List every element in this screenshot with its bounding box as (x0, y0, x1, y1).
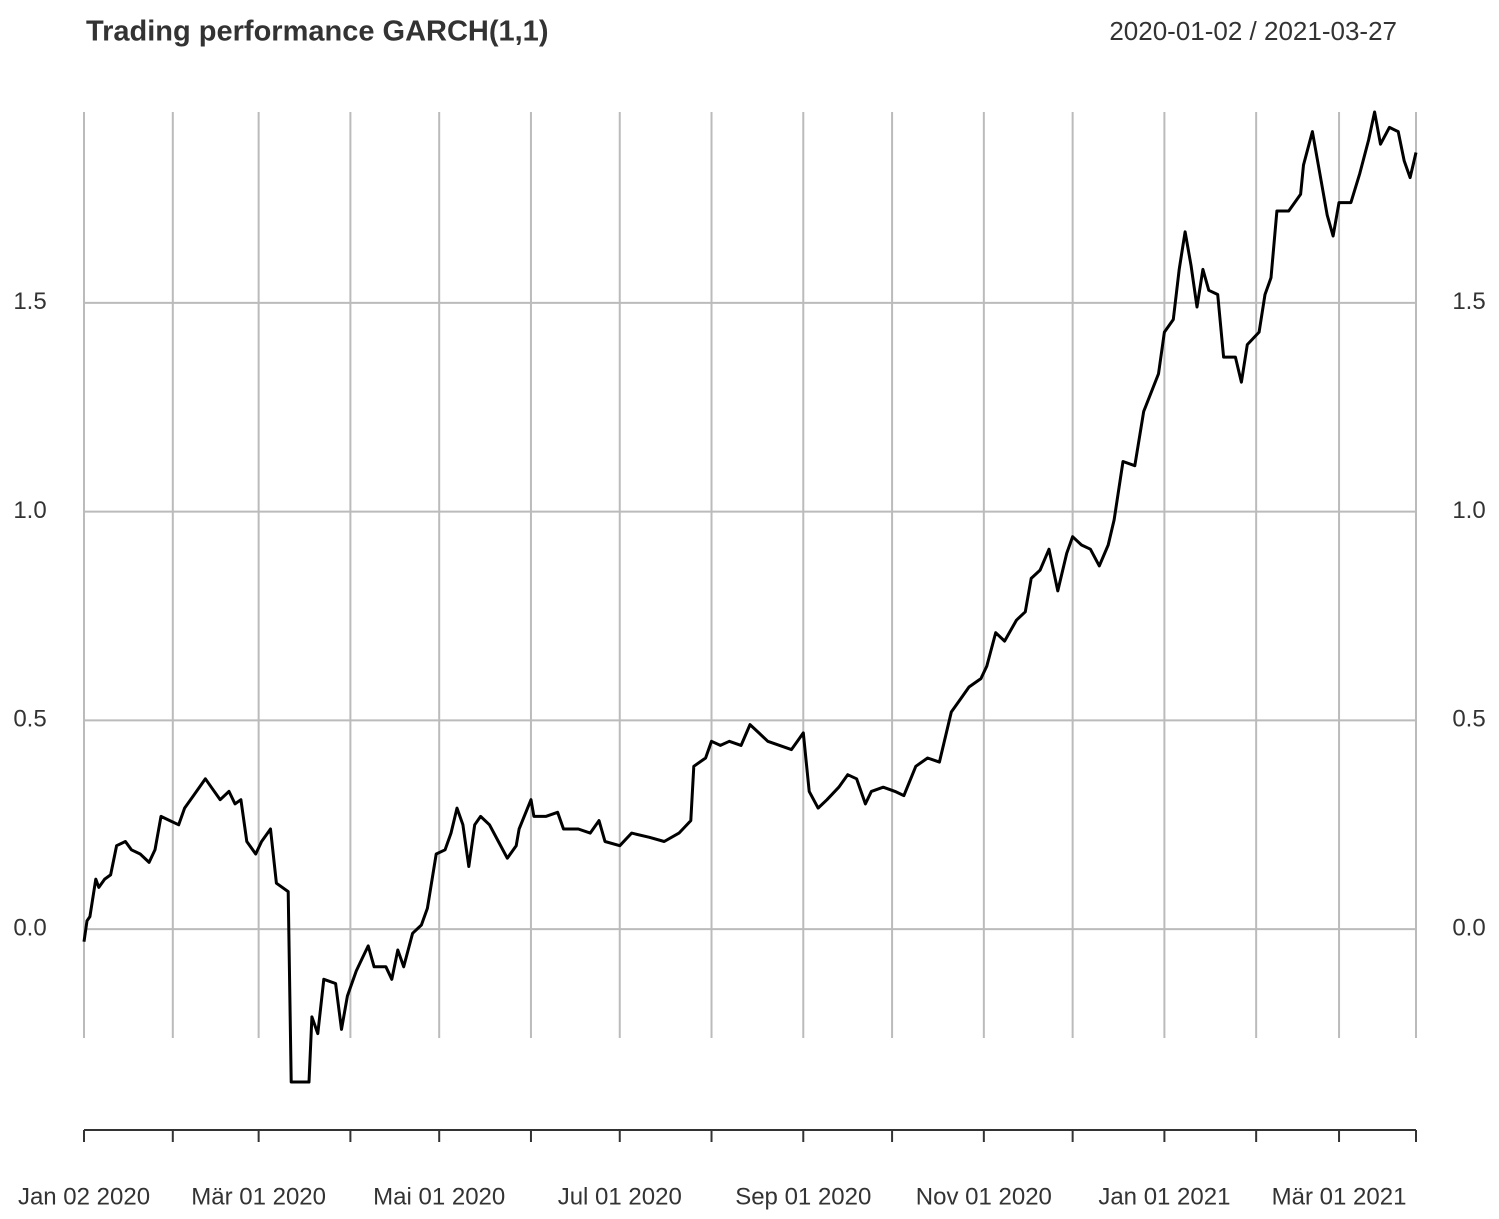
x-tick-label: Mär 01 2021 (1272, 1183, 1407, 1210)
y-tick-label: 0.5 (13, 706, 46, 733)
x-tick-label: Sep 01 2020 (735, 1183, 871, 1210)
y-tick-label: 0.0 (13, 915, 46, 942)
x-tick-label: Mär 01 2020 (191, 1183, 326, 1210)
x-tick-label: Mai 01 2020 (373, 1183, 505, 1210)
x-tick-label: Jan 01 2021 (1098, 1183, 1230, 1210)
y-tick-label-right: 0.5 (1452, 706, 1485, 733)
y-tick-label-right: 1.5 (1452, 288, 1485, 315)
x-tick-label: Nov 01 2020 (916, 1183, 1052, 1210)
date-range: 2020-01-02 / 2021-03-27 (1109, 16, 1397, 46)
x-tick-label: Jul 01 2020 (558, 1183, 682, 1210)
y-tick-label-right: 1.0 (1452, 497, 1485, 524)
y-tick-label: 1.0 (13, 497, 46, 524)
x-tick-label: Jan 02 2020 (18, 1183, 150, 1210)
y-tick-label: 1.5 (13, 288, 46, 315)
y-tick-label-right: 0.0 (1452, 915, 1485, 942)
performance-line (82, 110, 1418, 1084)
chart-title: Trading performance GARCH(1,1) (86, 16, 548, 48)
